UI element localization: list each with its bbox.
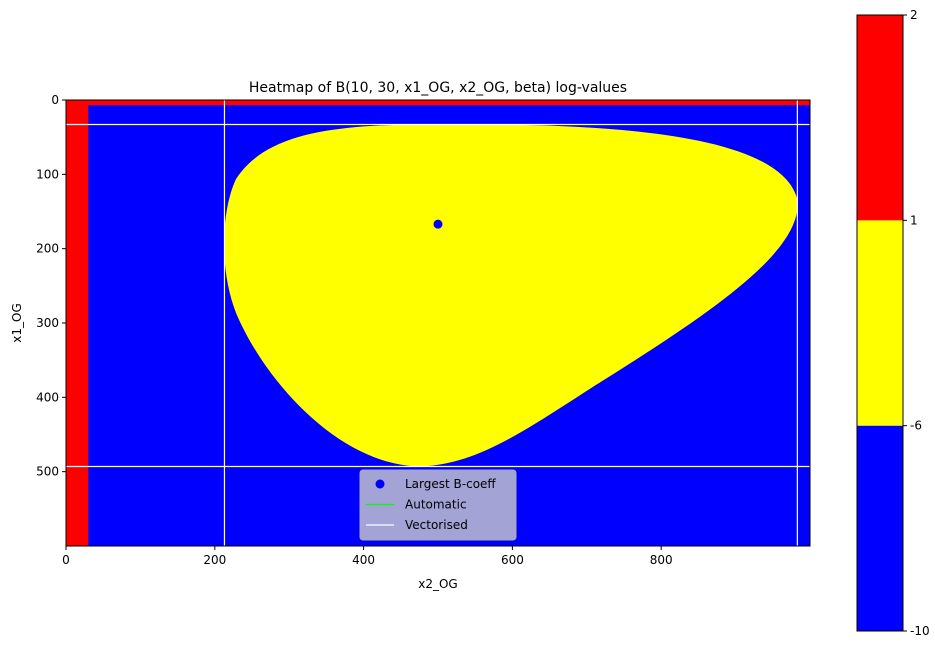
colorbar-band-0: [857, 425, 903, 631]
y-tick-label: 300: [36, 316, 59, 330]
largest-b-coeff-point: [433, 219, 443, 229]
legend-label: Largest B-coeff: [405, 477, 496, 491]
legend-label: Vectorised: [405, 518, 468, 532]
colorbar-tick-label: -6: [910, 419, 922, 433]
colorbar-tick-label: 2: [910, 8, 918, 22]
heatmap-yellow-region: [224, 124, 798, 467]
colorbar-tick-label: 1: [910, 213, 918, 227]
legend-box: [359, 469, 517, 541]
x-axis-label: x2_OG: [418, 577, 457, 591]
x-axis: 0 200 400 600 800: [62, 546, 673, 567]
x-tick-label: 800: [650, 553, 673, 567]
chart-title: Heatmap of B(10, 30, x1_OG, x2_OG, beta)…: [249, 80, 627, 96]
legend-marker-largest-b-coeff: [375, 479, 385, 489]
y-tick-label: 0: [51, 93, 59, 107]
heatmap-red-left-strip: [66, 100, 89, 546]
x-tick-label: 0: [62, 553, 70, 567]
y-axis-label: x1_OG: [10, 303, 24, 342]
legend-label: Automatic: [405, 498, 467, 512]
legend: Largest B-coeff Automatic Vectorised: [359, 469, 517, 541]
colorbar-tick-label: -10: [910, 624, 930, 638]
y-tick-label: 500: [36, 465, 59, 479]
y-tick-label: 200: [36, 242, 59, 256]
colorbar: -10 -6 1 2: [856, 8, 930, 638]
y-tick-label: 400: [36, 390, 59, 404]
x-tick-label: 400: [352, 553, 375, 567]
y-tick-label: 100: [36, 167, 59, 181]
colorbar-band-2: [857, 15, 903, 221]
heatmap-red-top-strip: [66, 100, 810, 106]
vectorised-lines: [66, 100, 810, 546]
x-tick-label: 200: [203, 553, 226, 567]
colorbar-band-1: [857, 220, 903, 426]
x-tick-label: 600: [501, 553, 524, 567]
y-axis: 0 100 200 300 400 500: [36, 93, 66, 479]
colorbar-frame: [856, 14, 904, 632]
